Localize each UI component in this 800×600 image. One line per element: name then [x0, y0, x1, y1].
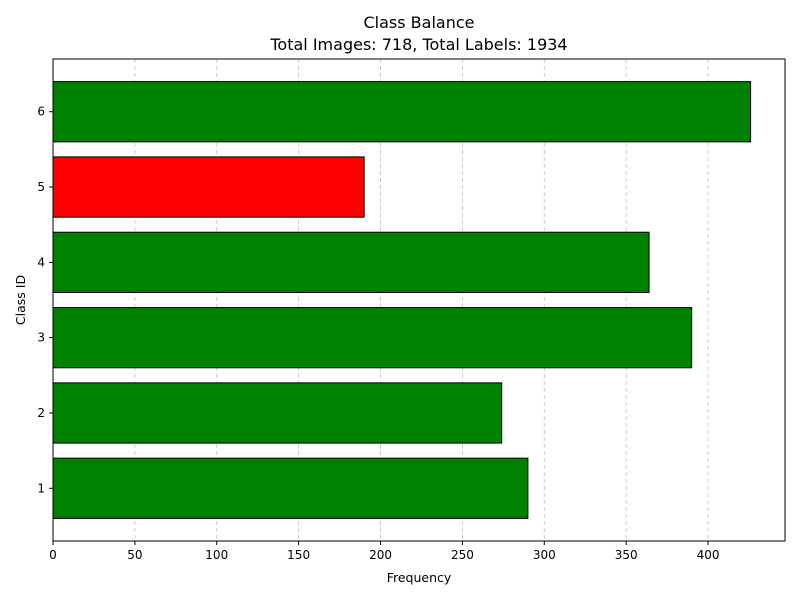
x-tick-label: 0	[49, 548, 57, 562]
y-tick-label: 5	[37, 180, 45, 194]
plot-frame	[52, 58, 786, 542]
y-tick-label: 6	[37, 105, 45, 119]
y-tick-label: 3	[37, 331, 45, 345]
y-axis-label: Class ID	[13, 275, 28, 325]
x-tick-label: 150	[287, 548, 310, 562]
x-tick-label: 300	[533, 548, 556, 562]
x-tick-label: 250	[451, 548, 474, 562]
x-axis-ticks: 0 50 100 150 200 250 300 350 400	[49, 541, 719, 562]
x-tick-label: 350	[615, 548, 638, 562]
bars	[52, 81, 752, 519]
x-axis-label: Frequency	[387, 570, 452, 585]
x-tick-label: 200	[369, 548, 392, 562]
bar-class-3	[52, 307, 693, 369]
y-axis-ticks: 1 2 3 4 5 6	[37, 105, 53, 495]
y-tick-label: 4	[37, 255, 45, 269]
y-tick-label: 1	[37, 481, 45, 495]
chart-subtitle: Total Images: 718, Total Labels: 1934	[269, 35, 567, 54]
bar-class-6	[52, 81, 752, 143]
y-tick-label: 2	[37, 406, 45, 420]
x-tick-label: 50	[127, 548, 142, 562]
bar-class-2	[52, 382, 503, 444]
bar-class-1	[52, 457, 529, 519]
bar-class-4	[52, 231, 650, 293]
x-tick-label: 400	[697, 548, 720, 562]
bar-class-5	[52, 156, 365, 218]
x-tick-label: 100	[205, 548, 228, 562]
chart-title: Class Balance	[364, 13, 475, 32]
